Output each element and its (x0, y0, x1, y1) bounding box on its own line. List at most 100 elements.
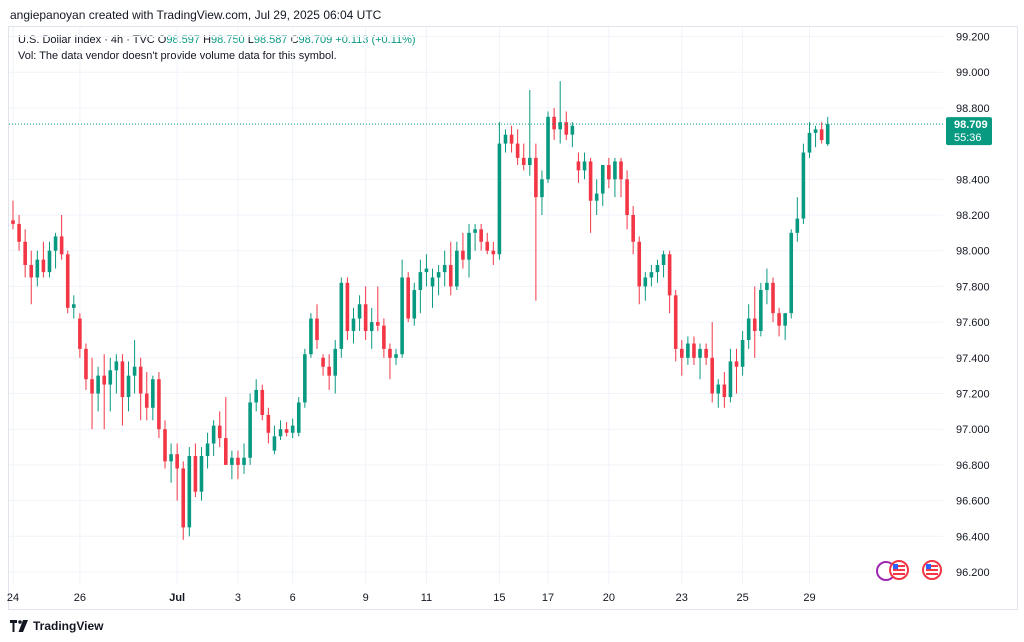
us-flag-event-icon[interactable] (876, 560, 909, 581)
candle (455, 241, 459, 290)
candle (296, 397, 301, 437)
candle (528, 90, 532, 176)
candle (41, 241, 46, 278)
time-axis[interactable]: 24 26 Jul 3 6 9 11 15 17 20 23 25 29 (7, 592, 816, 604)
candle-body (120, 361, 125, 398)
candle (540, 170, 544, 215)
candle-body (59, 236, 64, 255)
tradingview-logo-icon (10, 620, 28, 632)
candle-body (78, 318, 82, 349)
candle-body (491, 250, 496, 255)
candle (187, 447, 192, 537)
candle-body (698, 348, 702, 358)
candle-body (765, 282, 769, 290)
candle-body (607, 165, 611, 180)
candle-body (315, 318, 319, 340)
candle (114, 354, 119, 394)
candle (728, 348, 733, 403)
candle (600, 165, 605, 207)
candle (47, 241, 52, 278)
candle (534, 143, 538, 301)
candle (430, 268, 435, 308)
candle-body (728, 361, 733, 398)
price-tag-box (946, 117, 992, 146)
candle-body (181, 468, 186, 528)
candle (278, 420, 283, 440)
candle-body (649, 272, 654, 278)
candle (716, 379, 721, 408)
candle-body (680, 348, 684, 358)
candle (84, 343, 88, 390)
candle (497, 122, 502, 260)
candle (388, 343, 392, 380)
price-tick-label: 98.400 (956, 174, 990, 186)
candle-body (813, 129, 818, 133)
candle-body (230, 457, 234, 465)
candle-body (199, 455, 204, 492)
candle (53, 232, 58, 269)
candle-body (284, 429, 289, 433)
candle-body (661, 254, 666, 265)
candle (11, 200, 15, 230)
candle (801, 143, 806, 224)
candle-body (783, 313, 787, 326)
price-tick-label: 98.800 (956, 103, 990, 115)
price-tick-label: 98.000 (956, 246, 990, 258)
candle (692, 336, 696, 365)
candle (303, 348, 307, 408)
candle (65, 250, 70, 314)
candle (704, 343, 708, 365)
candle-body (740, 339, 745, 367)
candle-body (205, 443, 210, 456)
candle (96, 366, 100, 412)
us-flag-event-icon[interactable] (922, 560, 942, 580)
candle-body (29, 264, 34, 278)
time-tick-label: 9 (363, 592, 369, 604)
candle (290, 418, 295, 439)
candle (521, 143, 526, 171)
candle (132, 339, 137, 394)
candle-body (795, 218, 800, 233)
candle (680, 339, 684, 376)
tradingview-brand[interactable]: TradingView (10, 619, 103, 633)
candle (424, 254, 429, 287)
candle-body (570, 125, 575, 135)
candle-body (558, 122, 562, 130)
candle-body (819, 129, 824, 141)
candle-body (11, 220, 15, 224)
price-tick-label: 99.200 (956, 32, 990, 44)
candle-body (418, 272, 423, 290)
candle (108, 357, 113, 412)
candle-body (424, 268, 429, 273)
candle-body (217, 425, 222, 439)
candle-body (260, 389, 265, 415)
candle (400, 259, 404, 358)
candle-body (594, 193, 599, 201)
candle (205, 432, 210, 469)
candle (248, 393, 252, 465)
candle-body (497, 143, 502, 255)
chart-attribution: angiepanoyan created with TradingView.co… (10, 8, 382, 22)
price-tick-label: 96.800 (956, 460, 990, 472)
candle (485, 232, 490, 255)
candle (35, 250, 40, 287)
candle-body (734, 361, 739, 367)
candle-body (72, 304, 76, 308)
candle (740, 331, 745, 376)
candle (448, 241, 453, 296)
price-tick-label: 97.600 (956, 317, 990, 329)
candle (175, 443, 179, 501)
candle (625, 170, 629, 230)
candle (199, 447, 204, 501)
candle (236, 450, 240, 480)
candle (138, 357, 143, 421)
low-label: L (247, 34, 254, 46)
candle (655, 259, 660, 283)
candle-body (400, 277, 404, 355)
candle-body (722, 384, 727, 398)
price-axis[interactable]: 99.200 99.000 98.800 98.400 98.200 98.000 97.8… (956, 32, 990, 580)
candle-body (777, 313, 781, 326)
candle (357, 295, 362, 332)
candle (144, 372, 149, 421)
